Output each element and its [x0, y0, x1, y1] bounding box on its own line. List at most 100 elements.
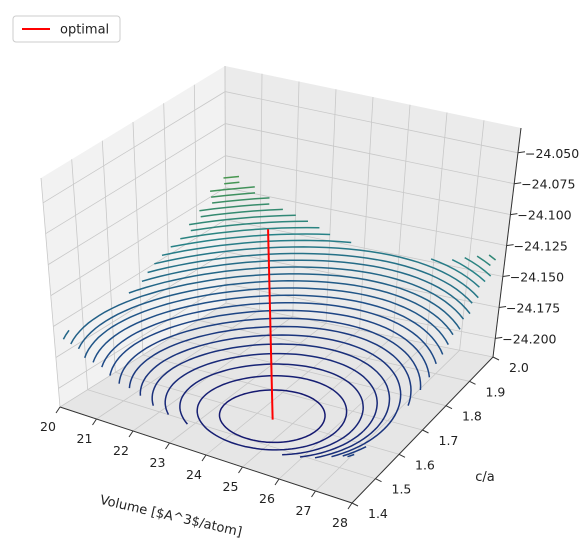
surface-contour [451, 259, 486, 283]
surface-contour [62, 329, 70, 340]
surface-contour [476, 255, 491, 267]
x-tick-mark [165, 442, 170, 450]
surface-contour [200, 208, 283, 218]
y-tick-mark [398, 453, 406, 458]
surface-contour [128, 325, 412, 406]
z-tick-label: −24.200 [502, 331, 556, 346]
grid-line-z [50, 187, 507, 296]
legend-box [12, 15, 121, 43]
grid-line-y [163, 103, 447, 407]
surface-contour [70, 273, 461, 345]
surface-contour [464, 256, 492, 277]
energy-surface [62, 175, 497, 459]
surface-contour [342, 446, 367, 457]
z-tick-label: −24.075 [521, 177, 575, 192]
z-axis-ticks: −24.050 −24.075 −24.100 −24.125 −24.150 −24.1… [495, 146, 579, 346]
surface-contour [164, 352, 378, 432]
surface-contour [224, 181, 240, 185]
grid-line-z [58, 283, 496, 389]
x-axis-ticks: 20 21 22 23 24 25 26 27 28 [40, 406, 353, 530]
z-tick-label: −24.125 [514, 239, 568, 254]
y-tick-label: 1.7 [439, 433, 459, 448]
surface-contour [430, 258, 480, 288]
surface-contour [299, 430, 364, 458]
z-tick-mark [495, 336, 503, 339]
pane-floor [60, 303, 493, 503]
z-axis-line [492, 127, 522, 358]
grid-line-y [132, 121, 423, 431]
grid-line-z [45, 123, 515, 235]
z-tick-mark [514, 182, 522, 185]
optimal-line-segment [267, 229, 274, 420]
surface-contour [154, 246, 479, 299]
x-tick-label: 25 [223, 479, 239, 494]
z-tick-label: −24.050 [525, 146, 579, 161]
surface-contour [141, 259, 471, 315]
y-tick-label: 1.4 [368, 506, 388, 521]
y-axis-label: c/a [475, 470, 495, 485]
optimal-line [267, 229, 274, 420]
surface-contour [92, 294, 444, 363]
surface-contour [347, 453, 355, 458]
surface-contour [139, 334, 402, 430]
surface-contour [109, 309, 431, 378]
surface-contour [210, 186, 255, 193]
grid-line-y [101, 140, 400, 455]
surface-contour [488, 254, 497, 261]
grid-line-z [42, 91, 519, 204]
y-axis-ticks: 1.4 1.51.6 1.71.8 1.92.0 [351, 356, 529, 521]
legend: optimal [12, 15, 121, 43]
x-tick-label: 23 [150, 455, 166, 470]
y-tick-label: 1.9 [486, 384, 506, 399]
surface-contour [118, 317, 422, 391]
y-tick-mark [469, 380, 476, 385]
z-tick-mark [502, 275, 510, 278]
x-tick-label: 20 [40, 419, 56, 434]
z-tick-mark [506, 244, 514, 247]
y-tick-mark [351, 502, 359, 507]
y-tick-label: 1.8 [462, 409, 482, 424]
y-tick-mark [422, 429, 429, 434]
surface-contour [161, 239, 352, 257]
x-tick-mark [274, 478, 280, 486]
x-tick-mark [55, 406, 61, 414]
surface-contour [128, 266, 465, 320]
grid-line-z [47, 155, 511, 265]
x-tick-label: 27 [296, 503, 312, 518]
x-axis-label: Volume [$A^3$/atom] [98, 493, 243, 540]
surface-contour [190, 220, 309, 232]
surface-contour [218, 389, 326, 444]
surface-contour [196, 375, 348, 451]
x-tick-label: 21 [77, 431, 93, 446]
y-tick-label: 1.6 [415, 457, 435, 472]
z-tick-label: −24.150 [510, 270, 564, 285]
x-tick-mark [128, 430, 134, 438]
x-tick-label: 26 [259, 491, 275, 506]
x-tick-label: 28 [332, 515, 348, 530]
surface-contour [314, 429, 375, 459]
surface-contour [101, 301, 437, 368]
x-tick-mark [92, 418, 97, 426]
surface-contour [147, 252, 473, 304]
x-tick-mark [238, 466, 243, 474]
surface-contour [84, 287, 449, 359]
z-tick-mark [510, 213, 518, 216]
surface-contour [199, 203, 270, 212]
surface-contour [282, 430, 352, 456]
surface-contour [77, 280, 454, 350]
surface-contour [180, 226, 320, 240]
surface-contour [170, 233, 331, 248]
z-tick-mark [517, 151, 526, 154]
y-tick-label: 1.5 [392, 482, 412, 497]
surface-contour [212, 197, 270, 204]
x-tick-mark [311, 490, 316, 498]
surface-contour [151, 343, 391, 431]
surface-contour [211, 192, 256, 198]
z-tick-mark [498, 305, 507, 308]
surface-contour [188, 214, 296, 226]
y-tick-mark [445, 405, 453, 410]
y-tick-mark [375, 478, 382, 483]
y-tick-mark [492, 356, 500, 361]
x-tick-mark [347, 502, 353, 510]
legend-label-optimal: optimal [60, 23, 109, 38]
